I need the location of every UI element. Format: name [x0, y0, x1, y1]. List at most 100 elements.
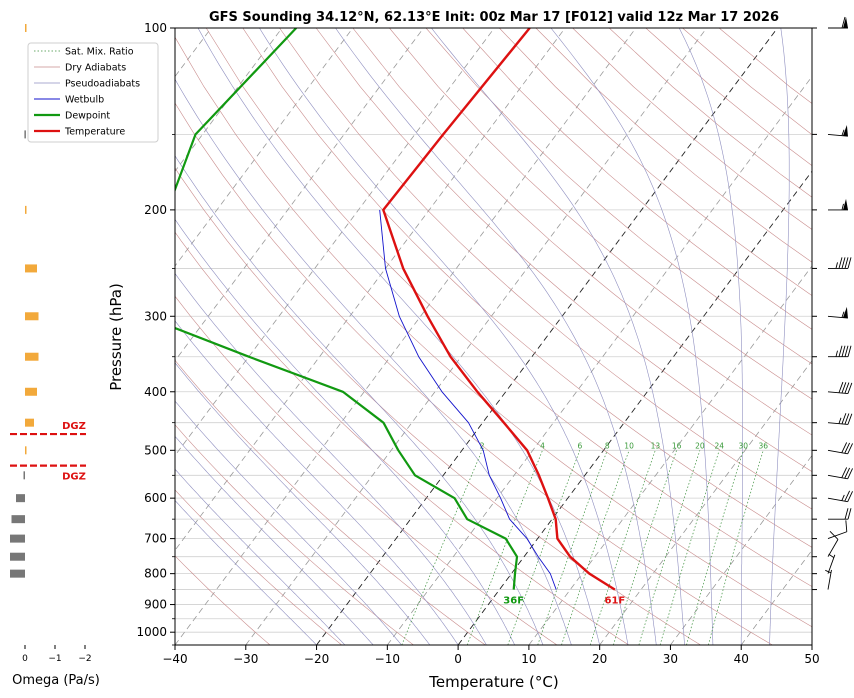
x-tick-label: 0 [454, 652, 462, 666]
omega-bar [23, 471, 25, 480]
barb-pennant [843, 198, 848, 210]
barb-staff [827, 391, 848, 394]
mixing-ratio-label: 36 [758, 441, 768, 450]
omega-bar [10, 569, 25, 578]
dry-adiabat [315, 28, 812, 472]
dry-adiabat [175, 359, 486, 645]
isotherm--50 [175, 28, 566, 551]
x-tick-label: 30 [663, 652, 678, 666]
dry-adiabat [175, 424, 414, 645]
barb-staff [827, 474, 848, 480]
x-tick-label: 40 [734, 652, 749, 666]
pseudoadiabat [175, 78, 572, 645]
barb-flag [841, 467, 848, 478]
omega-bar [16, 494, 25, 503]
y-tick-label: 1000 [136, 625, 167, 639]
mixing-ratio-line [507, 450, 581, 645]
pseudoadiabat [175, 499, 317, 645]
barb-half-flag [838, 417, 842, 424]
legend-box [27, 42, 159, 143]
mixing-ratio-label: 24 [714, 441, 724, 450]
omega-bar [25, 205, 27, 214]
wind-barb [827, 306, 848, 319]
mixing-ratio-line [561, 450, 630, 645]
wind-barb [828, 257, 852, 269]
x-axis-label: Temperature (°C) [428, 673, 558, 691]
barb-flag [841, 345, 846, 357]
barb-staff [827, 133, 848, 137]
dry-adiabat [499, 28, 812, 296]
barb-half-flag [835, 262, 838, 269]
x-tick-label: 10 [521, 652, 536, 666]
mixing-ratio-label: 20 [695, 441, 705, 450]
mixing-ratio-label: 4 [540, 441, 545, 450]
barb-flag [844, 345, 849, 357]
y-tick-label: 600 [144, 491, 167, 505]
mixing-ratio-line [686, 450, 744, 645]
pseudoadiabat [259, 28, 629, 645]
barb-half-flag [841, 311, 845, 318]
y-tick-label: 100 [144, 21, 167, 35]
barb-staff [827, 531, 847, 540]
omega-bar [11, 515, 25, 524]
omega-bar [25, 24, 27, 32]
pseudoadiabat [175, 362, 431, 645]
y-tick-label: 400 [144, 385, 167, 399]
dry-adiabat [175, 295, 558, 645]
barb-staff [827, 497, 848, 503]
barb-pennant [842, 306, 848, 319]
omega-tick-label: −1 [48, 654, 61, 664]
pseudoadiabat [678, 28, 743, 645]
barb-flag [841, 257, 846, 269]
dry-adiabat [205, 28, 812, 587]
dry-adiabat [389, 28, 812, 400]
wind-barb [827, 520, 848, 540]
dry-adiabat [175, 231, 629, 645]
pseudoadiabat [175, 218, 515, 645]
isotherm--20 [316, 28, 778, 645]
surface-dewpoint-label: 36F [503, 596, 524, 607]
dry-adiabat [425, 28, 812, 365]
mixing-ratio-line [537, 450, 608, 645]
dry-adiabat [242, 28, 812, 548]
pseudoadiabat [175, 155, 544, 645]
mixing-ratio-line [708, 450, 764, 645]
wind-barb [828, 508, 852, 520]
dry-adiabat [352, 28, 812, 436]
pseudoadiabat [175, 320, 459, 645]
omega-tick-label: 0 [22, 654, 28, 664]
wind-barb [828, 16, 848, 29]
pseudoadiabat [769, 28, 790, 645]
omega-panel: 0 −1 −2 Omega (Pa/s) DGZ DGZ [10, 24, 100, 688]
barb-staff [827, 569, 832, 590]
barb-half-flag [825, 569, 832, 574]
legend-entry: Dry Adiabats [65, 63, 126, 74]
barb-half-flag [835, 350, 838, 357]
pseudoadiabat [175, 435, 374, 645]
isotherm-50 [811, 644, 812, 645]
isotherm-30 [670, 454, 812, 645]
barb-flag [847, 345, 852, 357]
isotherm--90 [175, 28, 283, 172]
dry-adiabat [175, 36, 812, 628]
barb-flag [847, 491, 853, 502]
mixing-ratio-label: 10 [624, 441, 634, 450]
mixing-ratio-label: 16 [672, 441, 682, 450]
barb-flag [844, 508, 849, 520]
barb-flag [841, 382, 847, 394]
y-tick-label: 800 [144, 567, 167, 581]
omega-bar [25, 387, 37, 396]
surface-temperature-label: 61F [605, 596, 626, 607]
mixing-ratio-line [589, 450, 656, 645]
y-tick-label: 200 [144, 203, 167, 217]
barb-flag [847, 508, 852, 520]
isotherm--40 [175, 28, 637, 645]
temperature-line [382, 28, 616, 591]
x-tick-label: 20 [592, 652, 607, 666]
pseudoadiabat [175, 272, 487, 645]
omega-axis-label: Omega (Pa/s) [12, 673, 100, 688]
barb-flag [847, 468, 853, 479]
barb-flag [844, 382, 850, 394]
